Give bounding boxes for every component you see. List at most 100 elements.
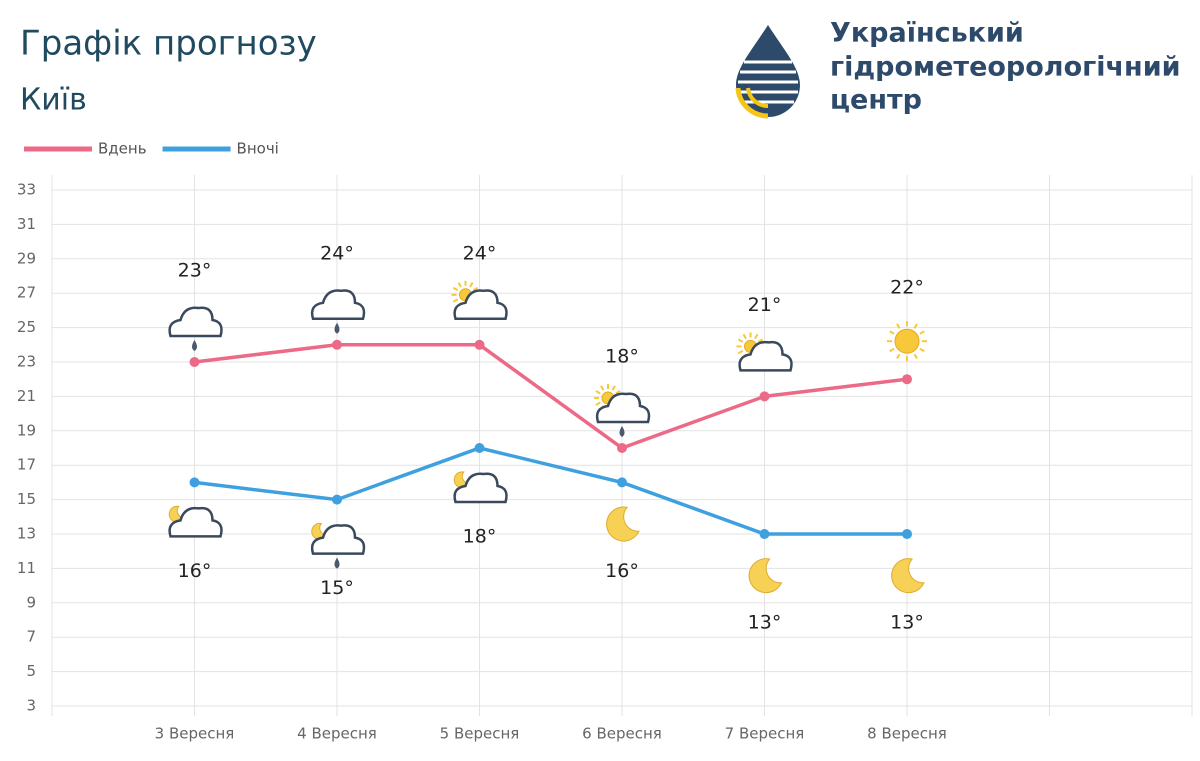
logo bbox=[735, 25, 800, 119]
weather-icon bbox=[748, 558, 783, 594]
series-line bbox=[194, 343, 908, 450]
weather-icon bbox=[168, 306, 223, 351]
x-tick-label: 3 Вересня bbox=[155, 725, 235, 743]
org-line: центр bbox=[830, 85, 922, 116]
legend-label: Вдень bbox=[98, 140, 147, 158]
y-tick-label: 27 bbox=[17, 284, 36, 302]
point bbox=[332, 339, 342, 350]
sun-ray bbox=[754, 333, 759, 340]
legend-label: Вночі bbox=[237, 140, 279, 158]
moon bbox=[891, 558, 925, 594]
x-tick-label: 6 Вересня bbox=[582, 725, 662, 743]
weather-icon bbox=[453, 471, 508, 504]
moon bbox=[748, 558, 783, 594]
y-tick-label: 9 bbox=[26, 593, 36, 611]
value-label: 18° bbox=[463, 526, 497, 548]
sun-ray bbox=[919, 347, 925, 353]
drop bbox=[192, 340, 197, 351]
weather-icon bbox=[310, 522, 366, 569]
weather-icon bbox=[168, 505, 223, 538]
weather-icon bbox=[451, 280, 508, 321]
sun-ray bbox=[615, 390, 621, 395]
y-tick-label: 29 bbox=[17, 249, 36, 267]
sun-ray bbox=[611, 385, 616, 391]
sun-ray bbox=[595, 390, 601, 395]
value-label: 16° bbox=[178, 560, 212, 582]
value-label: 13° bbox=[748, 612, 782, 634]
value-label: 13° bbox=[890, 612, 924, 634]
sun-ray bbox=[457, 282, 462, 288]
cloud bbox=[310, 289, 366, 321]
moon bbox=[606, 506, 640, 542]
y-tick-label: 3 bbox=[26, 697, 36, 715]
point bbox=[474, 339, 485, 350]
sun-ray bbox=[469, 282, 474, 288]
point bbox=[902, 529, 912, 539]
point bbox=[332, 494, 342, 505]
drop bbox=[619, 426, 625, 437]
drop bbox=[334, 322, 340, 334]
y-tick-label: 11 bbox=[17, 559, 36, 577]
y-tick-label: 17 bbox=[17, 456, 36, 474]
point bbox=[759, 391, 770, 402]
cloud bbox=[168, 306, 223, 338]
y-tick-label: 5 bbox=[26, 662, 36, 680]
y-tick-label: 21 bbox=[17, 387, 36, 405]
value-label: 24° bbox=[320, 242, 354, 264]
y-tick-label: 7 bbox=[26, 628, 36, 646]
sun-ray bbox=[896, 323, 901, 329]
sun-ray bbox=[595, 401, 601, 406]
sun-ray bbox=[600, 385, 605, 391]
point bbox=[474, 443, 485, 453]
org-line: Український bbox=[830, 18, 1024, 49]
sun-ray bbox=[742, 333, 747, 340]
weather-icon bbox=[310, 289, 366, 334]
sun bbox=[894, 328, 920, 354]
sun-ray bbox=[889, 347, 895, 353]
value-label: 22° bbox=[890, 277, 924, 299]
value-label: 23° bbox=[178, 260, 212, 282]
weather-icon bbox=[887, 321, 927, 362]
sun-ray bbox=[472, 286, 479, 292]
y-tick-label: 23 bbox=[17, 353, 36, 371]
title: Графік прогнозу bbox=[20, 24, 317, 64]
value-label: 21° bbox=[748, 294, 782, 316]
sun-ray bbox=[452, 286, 459, 292]
cloud bbox=[310, 524, 366, 555]
point bbox=[189, 357, 200, 367]
y-tick-label: 19 bbox=[17, 421, 36, 439]
x-tick-label: 5 Вересня bbox=[440, 725, 520, 743]
sun-ray bbox=[757, 338, 764, 343]
value-label: 15° bbox=[320, 577, 354, 599]
point bbox=[902, 374, 912, 385]
cloud bbox=[453, 289, 508, 321]
point bbox=[617, 477, 627, 488]
city: Київ bbox=[20, 83, 87, 118]
series-line bbox=[194, 446, 907, 536]
y-tick-label: 25 bbox=[17, 318, 36, 336]
weather-icon bbox=[606, 506, 640, 542]
y-tick-label: 31 bbox=[17, 215, 36, 233]
sun-ray bbox=[889, 330, 895, 335]
weather-icon bbox=[891, 558, 925, 594]
y-tick-label: 15 bbox=[17, 490, 36, 508]
sun-ray bbox=[737, 338, 744, 343]
sun-ray bbox=[913, 323, 918, 329]
cloud bbox=[595, 392, 651, 424]
point bbox=[189, 477, 200, 488]
point bbox=[617, 443, 627, 453]
org-line: гідрометеорологічний bbox=[830, 52, 1181, 83]
weather-icon bbox=[736, 332, 793, 372]
drop bbox=[334, 557, 340, 569]
sun-ray bbox=[737, 350, 744, 355]
point bbox=[759, 529, 770, 539]
sun-ray bbox=[913, 353, 918, 360]
cloud bbox=[453, 472, 508, 504]
x-tick-label: 7 Вересня bbox=[725, 725, 805, 743]
cloud bbox=[738, 340, 793, 372]
sun-ray bbox=[919, 330, 925, 335]
cloud bbox=[168, 506, 223, 538]
x-tick-label: 8 Вересня bbox=[867, 725, 947, 743]
sun-ray bbox=[452, 298, 459, 303]
